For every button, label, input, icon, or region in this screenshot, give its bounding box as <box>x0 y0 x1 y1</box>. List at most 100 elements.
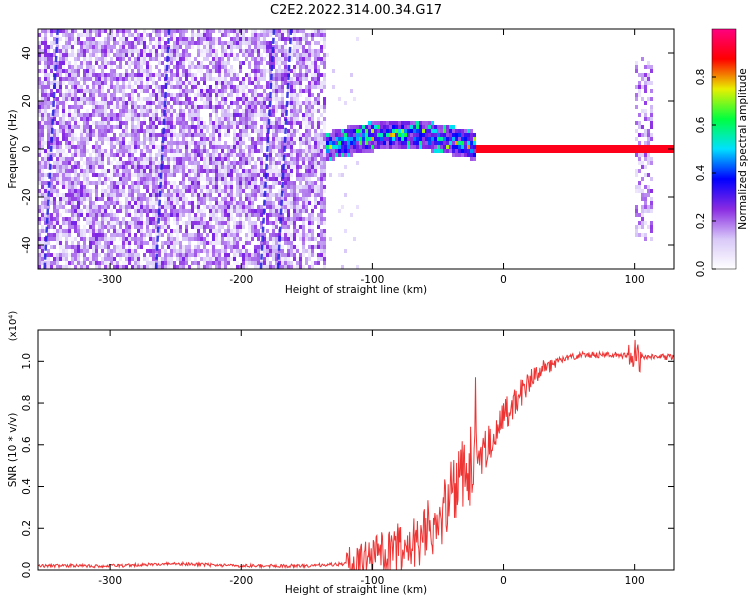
heatmap-cell <box>413 141 416 145</box>
heatmap-cell <box>287 169 290 173</box>
heatmap-cell <box>146 105 149 109</box>
heatmap-cell <box>185 129 188 133</box>
heatmap-cell <box>206 169 209 173</box>
heatmap-cell <box>272 133 275 137</box>
heatmap-cell <box>311 53 314 57</box>
heatmap-cell <box>68 41 71 45</box>
heatmap-cell <box>248 121 251 125</box>
heatmap-cell <box>215 233 218 237</box>
heatmap-cell <box>395 125 398 129</box>
heatmap-cell <box>248 257 251 261</box>
heatmap-cell <box>245 233 248 237</box>
heatmap-cell <box>311 73 314 77</box>
heatmap-cell <box>323 97 326 101</box>
heatmap-cell <box>191 101 194 105</box>
heatmap-cell <box>119 89 122 93</box>
heatmap-cell <box>194 101 197 105</box>
heatmap-cell <box>275 85 278 89</box>
heatmap-cell <box>347 137 350 141</box>
heatmap-cell <box>128 77 131 81</box>
heatmap-cell <box>461 137 464 141</box>
heatmap-cell <box>182 141 185 145</box>
heatmap-cell <box>140 121 143 125</box>
heatmap-cell <box>146 81 149 85</box>
heatmap-cell <box>296 129 299 133</box>
heatmap-cell <box>179 141 182 145</box>
heatmap-cell <box>50 245 53 249</box>
heatmap-cell <box>95 233 98 237</box>
heatmap-cell <box>113 197 116 201</box>
heatmap-cell <box>302 249 305 253</box>
heatmap-cell <box>95 93 98 97</box>
heatmap-cell <box>38 81 41 85</box>
heatmap-cell <box>182 213 185 217</box>
heatmap-cell <box>191 109 194 113</box>
heatmap-cell <box>239 89 242 93</box>
heatmap-cell <box>293 65 296 69</box>
heatmap-cell <box>56 129 59 133</box>
heatmap-cell <box>350 153 353 157</box>
heatmap-cell <box>239 221 242 225</box>
heatmap-cell <box>299 173 302 177</box>
heatmap-cell <box>206 97 209 101</box>
heatmap-cell <box>254 49 257 53</box>
heatmap-cell <box>92 257 95 261</box>
heatmap-cell <box>317 73 320 77</box>
heatmap-cell <box>404 121 407 125</box>
heatmap-cell <box>83 245 86 249</box>
heatmap-cell <box>44 213 47 217</box>
heatmap-cell <box>368 129 371 133</box>
heatmap-cell <box>410 141 413 145</box>
heatmap-cell <box>257 53 260 57</box>
heatmap-cell <box>218 129 221 133</box>
heatmap-cell <box>272 165 275 169</box>
heatmap-cell <box>131 149 134 153</box>
heatmap-cell <box>281 97 284 101</box>
heatmap-cell <box>281 29 284 33</box>
heatmap-cell <box>92 181 95 185</box>
heatmap-cell <box>437 129 440 133</box>
heatmap-cell <box>425 125 428 129</box>
heatmap-cell <box>254 173 257 177</box>
heatmap-cell <box>149 137 152 141</box>
heatmap-cell <box>443 125 446 129</box>
heatmap-cell <box>92 229 95 233</box>
heatmap-cell <box>263 257 266 261</box>
heatmap-cell <box>62 121 65 125</box>
heatmap-cell <box>95 157 98 161</box>
heatmap-cell <box>320 73 323 77</box>
heatmap-cell <box>233 245 236 249</box>
heatmap-cell <box>170 185 173 189</box>
heatmap-cell <box>95 49 98 53</box>
heatmap-cell <box>41 133 44 137</box>
heatmap-cell <box>209 113 212 117</box>
heatmap-cell <box>206 41 209 45</box>
heatmap-cell <box>260 125 263 129</box>
heatmap-cell <box>77 185 80 189</box>
heatmap-cell <box>254 29 257 33</box>
heatmap-cell <box>266 245 269 249</box>
heatmap-cell <box>218 133 221 137</box>
heatmap-cell <box>89 233 92 237</box>
heatmap-cell <box>263 69 266 73</box>
heatmap-cell <box>254 177 257 181</box>
heatmap-cell <box>467 129 470 133</box>
heatmap-cell <box>257 109 260 113</box>
heatmap-cell <box>236 113 239 117</box>
heatmap-cell <box>302 265 305 269</box>
heatmap-cell <box>95 193 98 197</box>
heatmap-cell <box>230 161 233 165</box>
heatmap-cell <box>356 129 359 133</box>
heatmap-cell <box>146 69 149 73</box>
heatmap-cell <box>44 101 47 105</box>
heatmap-cell <box>257 133 260 137</box>
heatmap-cell <box>38 181 41 185</box>
heatmap-cell <box>149 205 152 209</box>
heatmap-cell <box>176 213 179 217</box>
heatmap-cell <box>407 129 410 133</box>
heatmap-cell <box>272 53 275 57</box>
heatmap-cell <box>155 81 158 85</box>
heatmap-cell <box>185 157 188 161</box>
heatmap-cell <box>209 121 212 125</box>
heatmap-cell <box>104 93 107 97</box>
